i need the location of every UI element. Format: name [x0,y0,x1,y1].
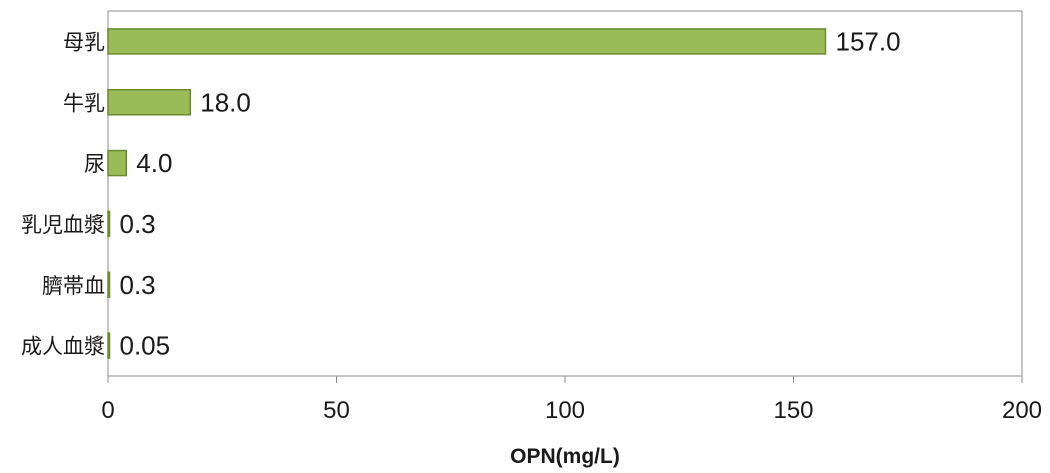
bar [107,89,192,116]
data-label: 0.3 [120,270,156,300]
x-tick-label: 200 [1002,397,1042,424]
data-label: 0.3 [120,209,156,239]
x-tick-label: 0 [101,397,114,424]
bar [107,210,111,238]
data-label: 18.0 [200,87,251,117]
category-label: 乳児血漿 [21,213,105,237]
plot-area [107,10,1023,377]
x-axis-title: OPN(mg/L) [510,445,620,468]
data-label: 157.0 [835,26,900,56]
x-tick-label: 150 [773,397,813,424]
bar [107,149,128,177]
bar [107,28,827,55]
category-label: 尿 [84,152,105,176]
data-label: 4.0 [136,148,172,178]
category-label: 母乳 [63,30,105,54]
bar [107,271,111,298]
category-label: 臍帯血 [42,274,105,298]
data-labels: 157.0 18.0 4.0 0.3 0.3 0.05 [120,26,901,360]
data-label: 0.05 [120,331,171,361]
x-tick-label: 50 [323,397,350,424]
x-axis-ticks: 0 50 100 150 200 [101,376,1042,424]
bars [107,28,827,359]
bar [107,332,111,359]
x-tick-label: 100 [545,397,585,424]
category-label: 牛乳 [63,91,105,115]
category-label: 成人血漿 [21,335,105,359]
